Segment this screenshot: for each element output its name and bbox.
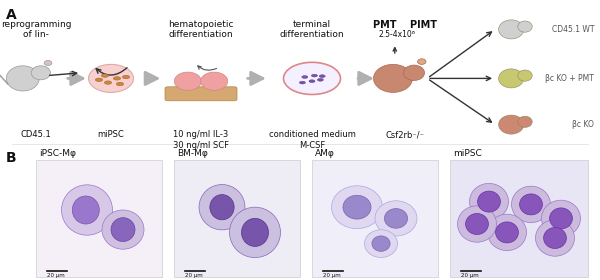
Ellipse shape — [542, 200, 581, 237]
Ellipse shape — [520, 194, 542, 215]
Text: conditioned medium
M-CSF: conditioned medium M-CSF — [269, 130, 355, 150]
Text: iPSC-Mφ: iPSC-Mφ — [39, 149, 76, 158]
Text: Csf2rb⁻/⁻: Csf2rb⁻/⁻ — [386, 130, 425, 139]
Text: terminal
differentiation: terminal differentiation — [280, 20, 344, 39]
Ellipse shape — [487, 214, 527, 251]
Text: hematopoietic
differentiation: hematopoietic differentiation — [168, 20, 234, 39]
FancyBboxPatch shape — [36, 160, 162, 277]
Ellipse shape — [511, 186, 551, 223]
Ellipse shape — [478, 191, 500, 212]
Ellipse shape — [466, 213, 488, 235]
FancyBboxPatch shape — [174, 160, 300, 277]
Ellipse shape — [496, 222, 518, 243]
FancyBboxPatch shape — [165, 87, 237, 101]
Ellipse shape — [175, 72, 202, 90]
Text: 10 ng/ml IL-3
30 ng/ml SCF: 10 ng/ml IL-3 30 ng/ml SCF — [173, 130, 229, 150]
Circle shape — [311, 74, 317, 77]
Circle shape — [122, 75, 130, 79]
Text: A: A — [6, 8, 17, 22]
Ellipse shape — [111, 218, 135, 241]
Text: CD45.1: CD45.1 — [20, 130, 52, 139]
Ellipse shape — [331, 186, 383, 228]
Text: AMφ: AMφ — [315, 149, 335, 158]
Circle shape — [113, 77, 121, 80]
Ellipse shape — [373, 64, 413, 92]
Text: 20 μm: 20 μm — [461, 273, 479, 278]
Ellipse shape — [102, 210, 144, 249]
Ellipse shape — [73, 196, 100, 224]
Text: BM-Mφ: BM-Mφ — [177, 149, 208, 158]
Ellipse shape — [44, 60, 52, 66]
Text: miPSC: miPSC — [453, 149, 482, 158]
Text: 2.5-4x10⁶: 2.5-4x10⁶ — [379, 30, 416, 39]
Ellipse shape — [375, 201, 417, 236]
Ellipse shape — [418, 59, 426, 64]
Text: βc KO + PMT: βc KO + PMT — [545, 74, 594, 83]
Text: miPSC: miPSC — [98, 130, 124, 139]
Ellipse shape — [518, 70, 532, 81]
Ellipse shape — [199, 185, 245, 230]
Ellipse shape — [469, 183, 508, 220]
Ellipse shape — [210, 195, 234, 220]
Text: 20 μm: 20 μm — [323, 273, 341, 278]
Circle shape — [95, 78, 103, 81]
Text: 20 μm: 20 μm — [47, 273, 65, 278]
Ellipse shape — [365, 230, 398, 258]
Ellipse shape — [201, 72, 228, 90]
Ellipse shape — [241, 218, 269, 246]
Ellipse shape — [544, 227, 566, 249]
Ellipse shape — [31, 66, 50, 80]
Circle shape — [317, 78, 323, 81]
Ellipse shape — [404, 65, 425, 81]
Ellipse shape — [499, 20, 524, 39]
Ellipse shape — [372, 236, 390, 251]
FancyBboxPatch shape — [450, 160, 588, 277]
Ellipse shape — [89, 64, 133, 92]
Ellipse shape — [229, 207, 281, 258]
Ellipse shape — [536, 220, 575, 256]
Text: CD45.1 WT: CD45.1 WT — [551, 25, 594, 34]
Ellipse shape — [62, 185, 113, 235]
Ellipse shape — [499, 69, 524, 88]
Circle shape — [299, 81, 305, 84]
Text: PMT    PIMT: PMT PIMT — [373, 20, 437, 30]
Ellipse shape — [518, 116, 532, 127]
Ellipse shape — [7, 66, 40, 91]
Ellipse shape — [457, 206, 497, 242]
Ellipse shape — [385, 209, 407, 228]
Ellipse shape — [518, 21, 532, 32]
Ellipse shape — [284, 62, 341, 95]
Text: 20 μm: 20 μm — [185, 273, 203, 278]
Ellipse shape — [499, 115, 524, 134]
Circle shape — [101, 74, 109, 77]
Circle shape — [104, 81, 112, 84]
Text: reprogramming
of lin-: reprogramming of lin- — [1, 20, 71, 39]
Circle shape — [302, 76, 308, 78]
Text: B: B — [6, 151, 17, 165]
Circle shape — [116, 82, 124, 86]
Text: βc KO: βc KO — [572, 120, 594, 129]
Circle shape — [309, 80, 315, 83]
Ellipse shape — [550, 208, 572, 229]
Ellipse shape — [343, 195, 371, 219]
FancyBboxPatch shape — [312, 160, 438, 277]
Circle shape — [319, 75, 325, 78]
